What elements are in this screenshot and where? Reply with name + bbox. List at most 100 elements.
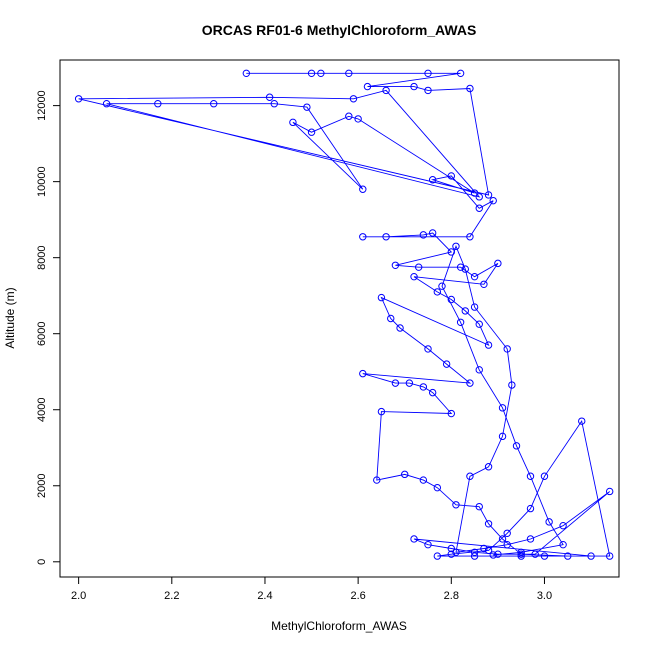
data-point [405,379,414,387]
data-point [605,552,614,560]
data-point [102,100,111,108]
data-point [452,242,460,250]
data-point [508,381,516,389]
data-point [452,548,460,556]
plot-frame [59,59,620,578]
data-point [489,551,497,559]
x-tick-label: 3.0 [537,590,552,602]
data-point [498,432,507,441]
data-point [265,93,274,101]
data-point [242,69,251,78]
data-point [382,86,390,95]
data-point [484,341,493,349]
data-point [484,546,493,555]
x-tick-label: 2.4 [257,590,272,602]
x-tick-label: 2.6 [350,590,365,602]
y-tick-label: 10000 [36,166,48,197]
data-point [433,483,442,492]
data-point [410,82,418,91]
data-point [438,282,446,290]
data-point [517,550,525,558]
data-point [526,535,535,543]
data-point [428,229,437,237]
data-point [447,550,455,558]
data-point [354,115,362,123]
y-tick-label: 2000 [36,474,48,498]
data-point [447,248,455,256]
data-point [424,69,432,78]
data-point [410,272,418,281]
data-point [494,550,502,558]
data-point [475,502,483,511]
series-points [74,69,614,560]
data-point [307,69,316,78]
data-point [480,280,488,288]
data-point [387,314,395,323]
series-line [78,72,611,557]
x-tick-label: 2.8 [444,590,459,602]
x-tick-label: 2.0 [71,590,86,602]
data-point [512,442,521,450]
data-point [419,383,428,391]
data-point [540,472,549,480]
data-point [414,263,423,271]
data-point [517,548,525,556]
data-point [480,544,488,553]
data-point [433,552,442,560]
data-point [475,366,483,374]
data-point [391,261,400,269]
data-point [466,233,474,241]
data-point [270,100,278,108]
data-point [470,548,479,556]
data-point [428,176,437,184]
data-point [545,518,553,526]
y-axis-label: Altitude (m) [3,287,17,348]
data-point [359,233,367,241]
y-tick-label: 12000 [36,90,48,121]
data-point [489,196,497,205]
data-point [74,95,83,103]
data-point [484,463,493,471]
data-point [303,103,311,111]
data-point [466,379,474,387]
data-point [470,189,479,197]
data-point [210,100,218,108]
data-point [503,540,511,549]
data-point [154,100,162,108]
data-point [475,204,483,212]
series-lines [78,72,611,557]
data-point [317,69,325,78]
data-point [373,476,381,484]
data-point [559,540,567,549]
data-point [345,112,353,120]
y-tick-label: 6000 [36,321,48,345]
data-point [587,552,595,560]
data-point [466,84,474,93]
data-point [470,303,479,311]
data-point [461,265,469,273]
data-point [424,345,432,353]
data-point [396,324,404,332]
data-point [484,520,493,528]
data-point [442,360,451,368]
data-point [428,388,437,397]
y-axis: 0 2000 4000 6000 8000 10000 12000 [36,90,60,565]
data-point [447,172,455,180]
data-point [349,95,358,103]
data-point [359,369,367,378]
data-point [526,472,535,480]
data-point [564,552,572,560]
data-point [424,540,432,549]
data-point [498,404,507,412]
data-point [456,318,465,327]
data-point [540,552,549,560]
data-point [447,544,455,553]
data-point [531,550,539,558]
data-point [391,379,400,387]
y-tick-label: 4000 [36,397,48,421]
data-point [498,535,507,543]
data-point [578,417,586,425]
data-point [307,128,316,136]
data-point [447,295,455,304]
